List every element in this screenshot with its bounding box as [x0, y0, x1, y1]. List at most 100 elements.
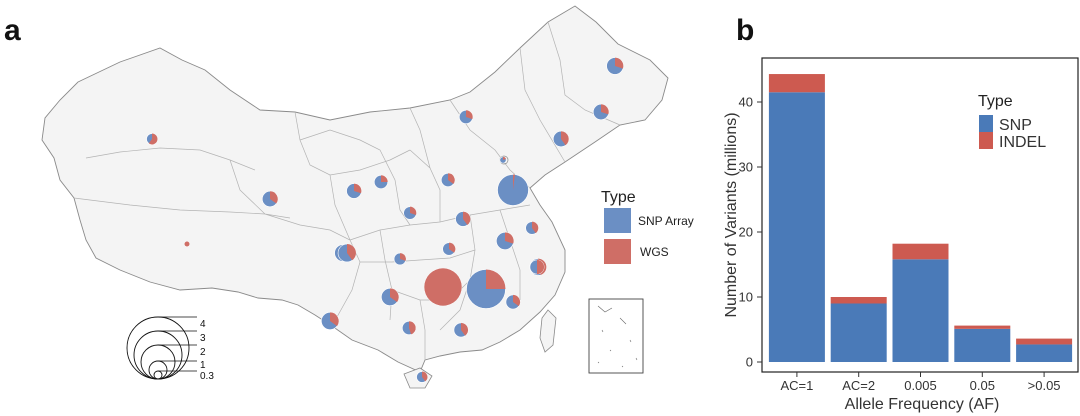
pie-wgs-2	[270, 191, 278, 204]
pie-wgs-6	[448, 173, 455, 184]
pie-wgs-9	[513, 174, 515, 190]
pie-wgs-13	[463, 211, 471, 225]
pie-wgs-0	[148, 133, 158, 145]
pie-marker-10	[606, 57, 624, 75]
taiwan-island	[539, 309, 557, 353]
pie-marker-16	[496, 232, 514, 250]
pie-wgs-8	[466, 110, 473, 120]
x-axis: AC=1 AC=2 0.005 0.05 >0.05	[780, 372, 1061, 393]
pie-marker-9	[497, 174, 529, 206]
legend-label-wgs: WGS	[640, 245, 669, 259]
bar-indel-3	[954, 325, 1011, 329]
pie-wgs-4	[381, 175, 388, 182]
pie-marker-23	[401, 320, 417, 336]
legend-label-snp: SNP	[999, 117, 1032, 134]
pie-marker-28	[529, 259, 545, 275]
pie-marker-29	[337, 243, 357, 263]
legend-swatch-indel	[979, 132, 993, 149]
pie-marker-11	[592, 103, 610, 121]
pie-marker-25	[505, 294, 521, 310]
pie-wgs-20	[486, 269, 506, 289]
pie-marker-15	[442, 242, 456, 256]
x-tick-label-1: AC=2	[842, 378, 875, 393]
pie-wgs-22	[330, 312, 339, 327]
bar-indel-2	[892, 243, 949, 260]
bar-snp-2	[892, 259, 949, 362]
pie-wgs-15	[449, 242, 456, 253]
pie-wgs-1	[184, 241, 190, 247]
map-legend-title: Type	[601, 189, 636, 206]
pie-marker-3	[346, 183, 362, 199]
pie-wgs-29	[347, 244, 356, 261]
bar-indel-0	[768, 74, 825, 93]
x-tick-label-2: 0.005	[904, 378, 937, 393]
bar-indel-1	[830, 297, 887, 304]
x-tick-label-0: AC=1	[780, 378, 813, 393]
y-axis: 0 10 20 30 40	[739, 95, 762, 370]
size-circle-3	[133, 330, 183, 380]
y-tick-label-4: 40	[739, 95, 753, 110]
pie-wgs-10	[615, 57, 624, 69]
pie-wgs-16	[505, 232, 514, 244]
size-circle-0-3	[153, 370, 163, 380]
legend-swatch-snp	[979, 115, 993, 132]
bar-snp-3	[954, 328, 1011, 362]
y-tick-label-0: 0	[746, 355, 753, 370]
pie-wgs-24	[461, 322, 469, 336]
pie-marker-12	[552, 130, 570, 148]
pie-marker-14	[525, 221, 539, 235]
pie-marker-26	[416, 371, 428, 383]
pie-marker-4	[373, 174, 389, 190]
legend-label-snp-array: SNP Array	[638, 214, 694, 228]
panel-a-letter: a	[4, 14, 21, 47]
size-circle-4	[126, 316, 190, 380]
pie-marker-7	[499, 156, 507, 164]
pie-wgs-5	[410, 206, 417, 215]
size-label-0-3: 0.3	[200, 371, 214, 382]
pie-wgs-3	[354, 183, 362, 194]
bars	[768, 74, 1073, 362]
size-label-3: 3	[200, 333, 206, 344]
bar-snp-1	[830, 303, 887, 362]
south-sea-islands	[597, 305, 638, 368]
legend-swatch-snp-array	[604, 208, 631, 233]
y-axis-title: Number of Variants (millions)	[723, 112, 740, 317]
bar-indel-4	[1016, 338, 1073, 345]
pie-marker-17	[393, 252, 407, 266]
pie-marker-13	[455, 211, 471, 227]
legend-label-indel: INDEL	[999, 134, 1046, 151]
pie-marker-22	[321, 312, 339, 330]
size-legend: 4 3 2 1 0.3	[126, 316, 214, 382]
pie-marker-24	[453, 322, 469, 338]
pie-marker-21	[381, 288, 399, 306]
pie-wgs-21	[390, 288, 399, 303]
pie-wgs-17	[400, 253, 406, 261]
y-tick-label-1: 10	[739, 290, 753, 305]
pie-marker-5	[403, 206, 417, 220]
pie-marker-2	[261, 190, 279, 208]
x-axis-title: Allele Frequency (AF)	[845, 396, 1000, 413]
pie-wgs-28	[537, 259, 545, 275]
pie-marker-0	[146, 133, 158, 145]
size-legend-leaders	[158, 316, 197, 372]
pie-wgs-11	[601, 104, 609, 115]
pie-markers	[146, 57, 624, 383]
pie-marker-1	[184, 241, 190, 247]
x-tick-label-4: >0.05	[1028, 378, 1061, 393]
size-circle-1	[148, 360, 168, 380]
pie-wgs-26	[422, 371, 428, 382]
size-label-2: 2	[200, 347, 206, 358]
pie-wgs-12	[561, 131, 569, 146]
pie-wgs-14	[532, 221, 539, 234]
size-label-4: 4	[200, 319, 206, 330]
pie-wgs-7	[503, 156, 507, 160]
pie-marker-19	[423, 267, 463, 307]
pie-marker-6	[440, 172, 456, 188]
y-tick-label-2: 20	[739, 225, 753, 240]
pie-marker-8	[458, 109, 474, 125]
bar-snp-0	[768, 92, 825, 362]
south-sea-inset	[588, 298, 644, 374]
pie-marker-20	[466, 269, 506, 309]
